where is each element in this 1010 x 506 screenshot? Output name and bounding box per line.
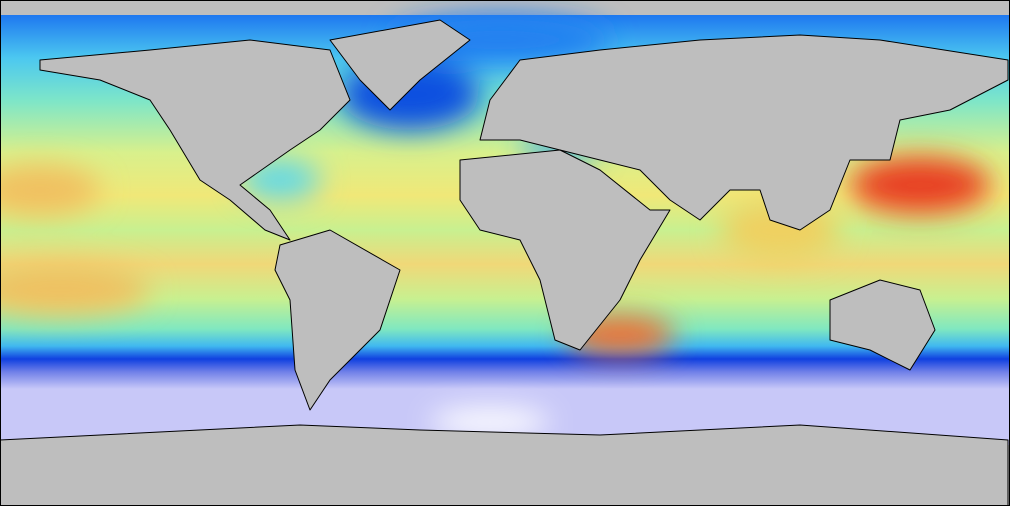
north-america bbox=[39, 39, 351, 241]
australia bbox=[829, 279, 936, 371]
ocean-anomalies bbox=[0, 15, 990, 436]
antarctica bbox=[0, 424, 1009, 506]
south-america bbox=[274, 229, 401, 411]
africa bbox=[459, 149, 671, 351]
eurasia bbox=[479, 34, 1009, 231]
continents bbox=[0, 19, 1009, 506]
greenland bbox=[329, 19, 471, 111]
